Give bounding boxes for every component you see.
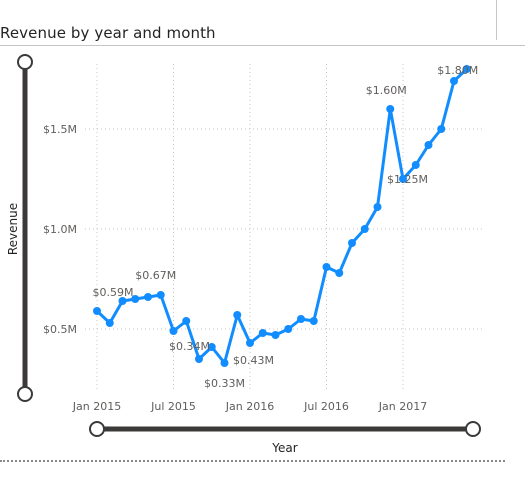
y-tick-label: $1.0M xyxy=(43,223,77,236)
data-point xyxy=(437,125,446,133)
data-point xyxy=(297,315,305,323)
y-axis-zoom-slider[interactable] xyxy=(17,54,33,402)
data-point xyxy=(258,329,267,337)
y-slider-top-handle[interactable] xyxy=(17,54,33,70)
data-point xyxy=(93,307,101,315)
data-point xyxy=(156,291,165,299)
data-point xyxy=(360,225,369,233)
y-axis-title: Revenue xyxy=(6,202,20,256)
data-point xyxy=(386,105,395,113)
x-slider-right-handle[interactable] xyxy=(465,421,481,437)
vertical-divider xyxy=(496,0,497,40)
x-tick-label: Jul 2016 xyxy=(303,400,349,413)
data-point xyxy=(105,319,114,327)
data-point xyxy=(309,317,318,325)
data-point xyxy=(335,269,344,277)
x-axis-zoom-slider[interactable] xyxy=(89,421,481,437)
y-tick-label: $1.5M xyxy=(43,123,77,136)
data-point xyxy=(131,295,140,303)
data-point xyxy=(450,77,458,85)
data-point xyxy=(233,311,242,319)
x-tick-label: Jan 2016 xyxy=(225,400,274,413)
data-label: $0.33M xyxy=(204,377,245,390)
data-point xyxy=(246,339,254,347)
data-point xyxy=(271,331,280,339)
data-point xyxy=(144,293,152,301)
data-point xyxy=(182,317,191,325)
gridlines xyxy=(85,64,485,392)
data-label: $0.43M xyxy=(233,354,274,367)
x-axis-title: Year xyxy=(272,441,298,455)
bottom-divider xyxy=(0,460,505,462)
data-point xyxy=(411,161,420,169)
data-point xyxy=(118,297,127,305)
data-point xyxy=(207,343,216,351)
data-point xyxy=(348,239,356,247)
data-point xyxy=(373,203,382,211)
data-label: $1.60M xyxy=(366,84,407,97)
data-point xyxy=(424,141,433,149)
x-tick-label: Jan 2015 xyxy=(72,400,121,413)
data-point xyxy=(284,325,293,333)
y-axis-ticks: $0.5M $1.0M $1.5M xyxy=(43,123,77,336)
data-label: $0.34M xyxy=(169,340,210,353)
series-line xyxy=(95,67,469,365)
x-slider-left-handle[interactable] xyxy=(89,421,105,437)
data-point xyxy=(220,359,229,367)
visual-title: Revenue by year and month xyxy=(0,24,216,42)
x-axis-ticks: Jan 2015 Jul 2015 Jan 2016 Jul 2016 Jan 2017 xyxy=(72,400,427,413)
data-label: $0.59M xyxy=(93,286,134,299)
series-revenue xyxy=(93,65,471,367)
y-tick-label: $0.5M xyxy=(43,323,77,336)
data-point xyxy=(195,355,203,363)
data-point xyxy=(169,327,178,335)
x-tick-label: Jul 2015 xyxy=(150,400,196,413)
data-labels: $0.59M$0.67M $0.34M $0.33M $0.43M $1.60M $1.2… xyxy=(93,64,479,390)
title-divider xyxy=(0,45,525,46)
x-tick-label: Jan 2017 xyxy=(378,400,427,413)
data-label: $1.80M xyxy=(437,64,478,77)
data-point xyxy=(399,175,407,183)
data-label: $1.25M xyxy=(387,173,428,186)
data-point xyxy=(462,65,471,73)
data-label: $0.67M xyxy=(135,269,176,282)
y-slider-bottom-handle[interactable] xyxy=(17,386,33,402)
data-point xyxy=(322,263,331,271)
